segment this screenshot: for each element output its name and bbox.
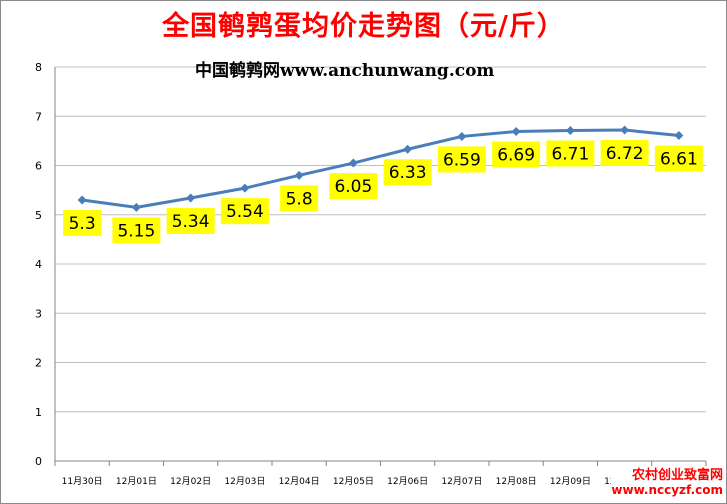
data-label-bg — [383, 159, 432, 186]
data-label-bg — [166, 208, 215, 235]
y-tick-label: 8 — [35, 61, 42, 74]
y-tick-label: 0 — [35, 455, 42, 468]
x-tick-label: 12月06日 — [387, 476, 428, 487]
data-point — [403, 144, 413, 154]
watermark: 农村创业致富网 www.nccyzf.com — [611, 468, 723, 498]
data-label-bg — [280, 185, 319, 212]
data-point — [240, 183, 250, 193]
series-line — [81, 128, 680, 209]
data-label: 5.8 — [286, 189, 313, 209]
x-tick-label: 11月30日 — [62, 476, 103, 487]
data-point — [77, 195, 87, 205]
data-point — [674, 130, 684, 140]
y-tick-label: 3 — [35, 307, 42, 320]
x-tick-label: 12月07日 — [441, 476, 482, 487]
data-label: 6.71 — [551, 145, 589, 165]
data-point — [620, 125, 630, 135]
data-label-bg — [437, 146, 486, 173]
data-point — [348, 158, 358, 168]
watermark-site-name: 农村创业致富网 — [631, 468, 723, 483]
x-tick-label: 12月05日 — [333, 476, 374, 487]
x-tick-label: 12月09日 — [550, 476, 591, 487]
data-label: 6.61 — [660, 149, 698, 169]
data-label-bg — [329, 173, 378, 200]
data-point — [511, 127, 521, 137]
data-point — [294, 170, 304, 180]
data-label-bg — [654, 145, 703, 172]
data-point — [186, 193, 196, 203]
data-point — [565, 126, 575, 136]
x-tick-label: 12月04日 — [279, 476, 320, 487]
x-tick-label: 12月01日 — [116, 476, 157, 487]
y-tick-label: 1 — [35, 406, 42, 419]
x-tick-label: 12月03日 — [224, 476, 265, 487]
data-point — [457, 131, 467, 141]
data-label-bg — [546, 140, 595, 167]
data-label: 6.59 — [443, 150, 481, 170]
data-label: 5.34 — [172, 212, 210, 232]
y-tick-label: 7 — [35, 110, 42, 123]
data-label-bg — [220, 198, 269, 225]
chart-title: 全国鹌鹑蛋均价走势图（元/斤） — [162, 11, 565, 42]
x-tick-label: 12月08日 — [496, 476, 537, 487]
watermark-site-url: www.nccyzf.com — [611, 483, 723, 497]
data-label: 6.72 — [606, 144, 644, 164]
data-label-bg — [63, 209, 102, 236]
y-tick-label: 2 — [35, 357, 42, 370]
data-label: 5.54 — [226, 202, 264, 222]
data-point — [131, 202, 141, 212]
data-label-bg — [492, 141, 541, 168]
data-label-bg — [600, 140, 649, 167]
data-label: 6.05 — [334, 177, 372, 197]
x-tick-label: 12月02日 — [170, 476, 211, 487]
data-label: 6.69 — [497, 146, 535, 166]
y-tick-label: 5 — [35, 209, 42, 222]
data-label: 6.33 — [389, 163, 427, 183]
data-label-bg — [112, 217, 161, 244]
y-tick-label: 6 — [35, 160, 42, 173]
data-label: 5.15 — [117, 221, 155, 241]
y-tick-label: 4 — [35, 258, 42, 271]
chart-subtitle: 中国鹌鹑网www.anchunwang.com — [195, 61, 495, 81]
data-label: 5.3 — [69, 214, 96, 234]
